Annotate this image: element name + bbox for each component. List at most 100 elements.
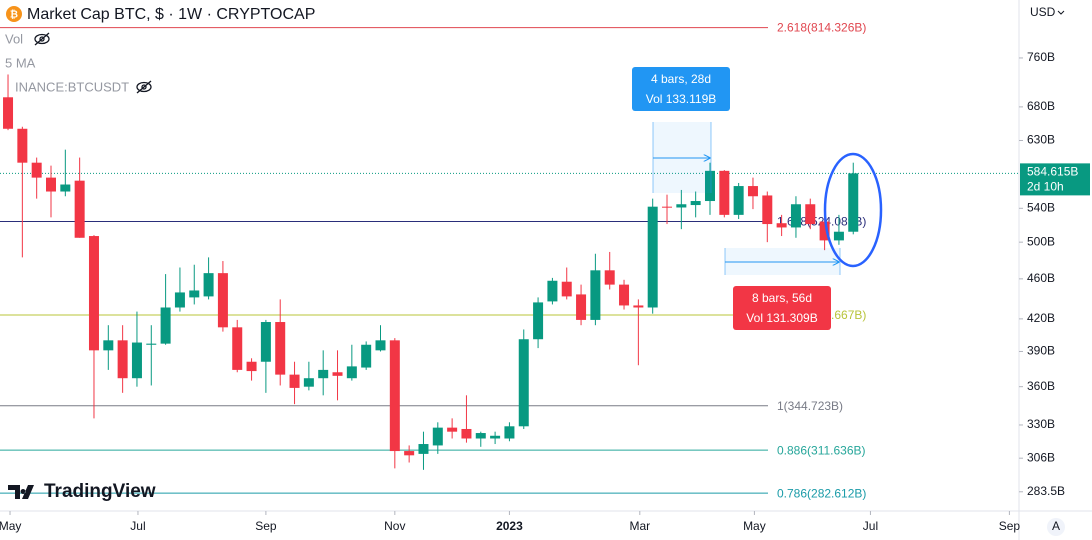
candle-body [361, 344, 372, 368]
candle-body [704, 170, 715, 202]
y-tick-label: 680B [1027, 99, 1055, 113]
y-tick-label: 283.5B [1027, 484, 1065, 498]
currency-selector[interactable]: USD [1030, 5, 1056, 19]
candle-body [518, 339, 529, 427]
measure-bars: 8 bars, 56d [752, 291, 812, 305]
candle-body [174, 292, 185, 308]
candle-body [117, 340, 128, 379]
candle-body [318, 369, 329, 379]
hide-icon[interactable] [34, 32, 50, 46]
candle-body [676, 204, 687, 208]
last-price-box [1020, 163, 1090, 196]
level-label: 0.786(282.612B) [777, 486, 866, 500]
x-tick-label: Mar [629, 519, 650, 533]
measure-down[interactable]: 8 bars, 56d Vol 131.309B [724, 248, 841, 330]
candle-body [533, 302, 544, 340]
candle-body [690, 201, 701, 206]
highlight-ellipse[interactable] [823, 152, 883, 268]
x-tick-label: Sep [999, 519, 1021, 533]
measure-bars: 4 bars, 28d [651, 72, 711, 86]
candle-body [260, 322, 271, 362]
y-tick-label: 540B [1027, 200, 1055, 214]
candle-body [547, 280, 558, 302]
logo: TradingView [8, 481, 156, 502]
candle-body [805, 204, 816, 225]
measure-up[interactable]: 4 bars, 28d Vol 133.119B [632, 67, 730, 193]
hide-icon[interactable] [136, 80, 152, 94]
last-price-label: 584.615B [1027, 165, 1078, 179]
candle-body [404, 451, 415, 456]
candle-body [762, 195, 773, 225]
candle-body [647, 206, 658, 308]
candle-body [74, 180, 85, 238]
candle-body [790, 204, 801, 228]
level-label: 0.886(311.636B) [777, 443, 866, 457]
legend-item[interactable]: 5 MA [5, 55, 36, 70]
candle-body [160, 307, 171, 344]
candle-body [203, 273, 214, 297]
measure-label-box [733, 286, 831, 330]
y-tick-label: 500B [1027, 234, 1055, 248]
candle-body [88, 236, 99, 351]
candle-body [346, 366, 357, 379]
candle-body [131, 342, 142, 379]
candle-body [776, 223, 787, 228]
plot-area: 2.618(814.326B)1.618(524.089B)0.618(423.… [0, 21, 1019, 500]
measure-volume: Vol 131.309B [746, 311, 817, 325]
candle-body [504, 426, 515, 439]
level-label: 2.618(814.326B) [777, 21, 866, 35]
candle-body [289, 374, 300, 388]
measure-label-box [632, 67, 730, 111]
candle-body [447, 427, 458, 432]
legend-item[interactable]: Vol [5, 31, 23, 46]
candle-body [848, 173, 859, 232]
y-tick-label: 306B [1027, 450, 1055, 464]
candle-body [719, 170, 730, 215]
candle-body [619, 284, 630, 306]
y-tick-label: 420B [1027, 311, 1055, 325]
candle-body [461, 428, 472, 439]
y-tick-label: 630B [1027, 133, 1055, 147]
candle-body [561, 281, 572, 297]
watermark: TradingView [44, 481, 156, 502]
candle-body [475, 433, 486, 439]
candle-body [246, 361, 257, 372]
chart-title: Market Cap BTC, $ · 1W · CRYPTOCAP [27, 6, 315, 23]
candle-body [389, 340, 400, 452]
candle-body [46, 177, 57, 192]
x-tick-label: May [0, 519, 21, 533]
x-tick-label: May [743, 519, 766, 533]
candle-body [103, 340, 114, 351]
x-tick-label: Jul [130, 519, 145, 533]
measure-volume: Vol 133.119B [646, 92, 717, 106]
candle-body [576, 294, 587, 320]
candle-body [418, 444, 429, 454]
chevron [1057, 10, 1065, 15]
y-tick-label: 760B [1027, 50, 1055, 64]
legend-item[interactable]: INANCE:BTCUSDT [15, 79, 129, 94]
candle-body [633, 305, 644, 308]
candle-body [303, 378, 314, 387]
candle-body [490, 435, 501, 439]
auto-scale-label[interactable]: A [1052, 519, 1060, 533]
x-tick-label: Sep [255, 519, 277, 533]
candle-body [17, 128, 28, 163]
candle-body [189, 290, 200, 298]
candle-body [432, 427, 443, 446]
candle-body [375, 340, 386, 351]
coin-glyph: ₿ [10, 9, 18, 21]
y-tick-label: 330B [1027, 417, 1055, 431]
candle-body [60, 184, 71, 192]
candle-body [217, 273, 228, 328]
candle-body [232, 327, 243, 370]
y-tick-label: 360B [1027, 379, 1055, 393]
candle-body [604, 270, 615, 285]
candle-body [833, 231, 844, 241]
candle-body [662, 206, 673, 208]
auto-scale-button[interactable] [1047, 518, 1065, 536]
candle-body [590, 270, 601, 320]
x-tick-label: 2023 [496, 519, 523, 533]
candle-body [31, 162, 42, 178]
